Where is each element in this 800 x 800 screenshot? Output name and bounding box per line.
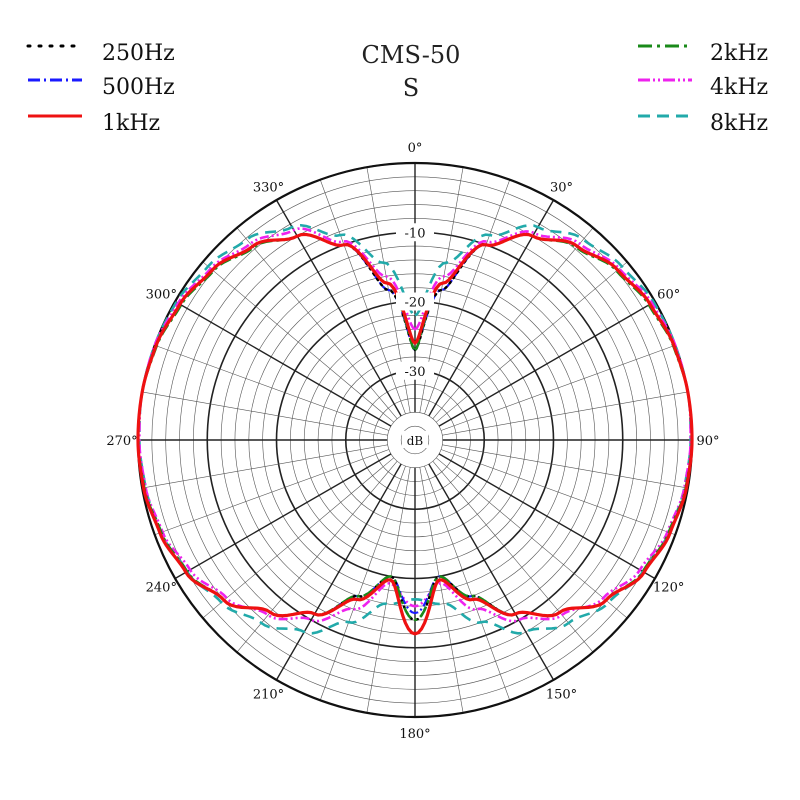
series-line-1khz (136, 232, 694, 636)
grid-spoke (366, 467, 411, 713)
grid-spoke (142, 391, 388, 436)
series-line-8khz (138, 223, 692, 635)
angle-label: 30° (550, 180, 573, 195)
unit-label-bg (402, 431, 428, 448)
legend-left: 250Hz 500Hz 1kHz (26, 41, 175, 136)
grid-ring (400, 425, 430, 455)
chart-subtitle: S (403, 74, 419, 102)
grid-spoke (202, 261, 394, 423)
grid-spoke (428, 199, 555, 417)
grid-spoke (438, 453, 656, 580)
grid-spoke (432, 461, 594, 653)
angle-label: 120° (653, 581, 684, 596)
grid-spoke (236, 461, 398, 653)
legend-label-8khz: 8kHz (710, 111, 768, 136)
ring-label: -30 (405, 365, 426, 380)
angle-label: 180° (399, 727, 430, 742)
grid-spoke (236, 227, 398, 419)
legend-label-2khz: 2kHz (710, 41, 768, 66)
grid-spoke (424, 465, 511, 701)
legend-label-4khz: 4kHz (710, 75, 768, 100)
grid-spoke (424, 179, 511, 415)
ring-label: -10 (405, 226, 426, 241)
grid-spoke (436, 261, 628, 423)
legend-label-500hz: 500Hz (102, 75, 175, 100)
label-layer: -10 -20 -30 dB 0° 30° 60° 90° 120° 150° 180° 210° 24… (106, 141, 719, 742)
unit-label: dB (407, 434, 424, 448)
grid-spoke (202, 457, 394, 619)
ring-label-bg (396, 223, 434, 242)
chart-title: CMS-50 (362, 41, 461, 69)
grid-spoke (275, 463, 402, 681)
series-layer (136, 223, 694, 636)
legend-label-1khz: 1kHz (102, 111, 160, 136)
legend-right: 2kHz 4kHz 8kHz (638, 41, 768, 136)
grid-spoke (154, 344, 390, 431)
angle-label: 0° (408, 141, 423, 156)
grid-spoke (154, 449, 390, 536)
angle-label: 150° (546, 688, 577, 703)
angle-label: 270° (106, 434, 137, 449)
angle-label: 330° (253, 180, 284, 195)
grid-spoke (419, 467, 464, 713)
angle-label: 60° (657, 288, 680, 303)
grid-spoke (275, 199, 402, 417)
series-line-4khz (138, 227, 692, 623)
ring-label: -20 (405, 296, 426, 311)
grid-spoke (174, 453, 392, 580)
legend-label-250hz: 250Hz (102, 41, 175, 66)
angle-label: 240° (146, 581, 177, 596)
grid-spoke (440, 344, 676, 431)
grid-spoke (432, 227, 594, 419)
ring-label-bg (396, 361, 434, 380)
ring-label-bg (396, 292, 434, 311)
grid-spoke (436, 457, 628, 619)
angle-label: 300° (146, 288, 177, 303)
grid-spoke (442, 444, 688, 489)
grid-spoke (440, 449, 676, 536)
grid-spoke (438, 300, 656, 427)
grid-spoke (174, 300, 392, 427)
grid-spoke (142, 444, 388, 489)
polar-grid (136, 161, 694, 719)
grid-spoke (442, 391, 688, 436)
grid-spoke (319, 179, 406, 415)
angle-label: 90° (696, 434, 719, 449)
angle-label: 210° (253, 688, 284, 703)
grid-spoke (428, 463, 555, 681)
grid-spoke (319, 465, 406, 701)
